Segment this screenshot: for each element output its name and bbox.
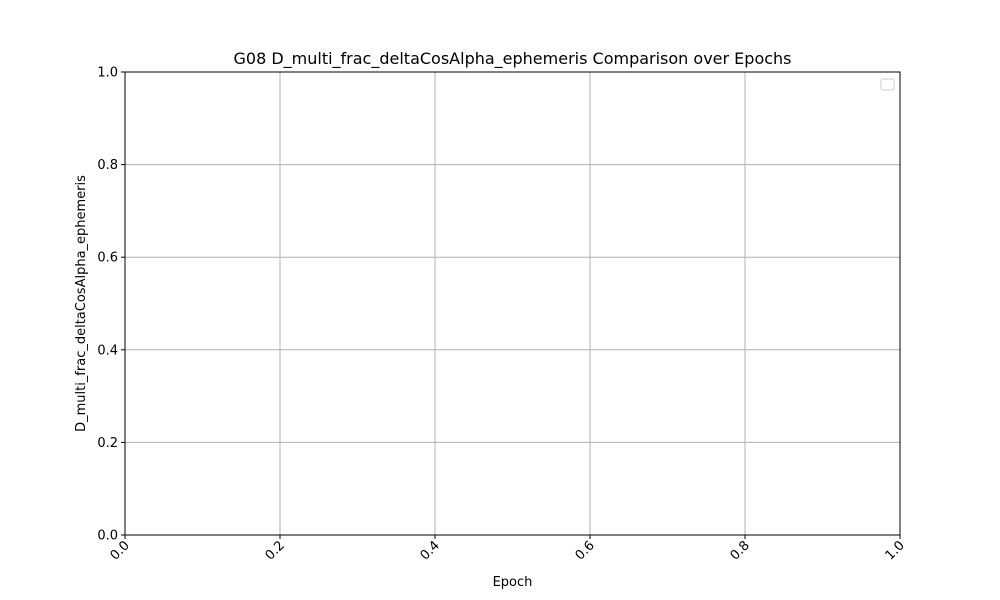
y-axis-label: D_multi_frac_deltaCosAlpha_ephemeris (74, 175, 89, 432)
y-tick-label: 0.4 (97, 343, 118, 358)
plot-area-frame (124, 71, 901, 536)
y-axis-ticks: 0.0 0.2 0.4 0.6 0.8 1.0 (97, 66, 125, 544)
y-tick-label: 1.0 (97, 66, 118, 81)
legend-box (880, 78, 895, 91)
y-tick-label: 0.8 (97, 158, 118, 173)
y-tick-label: 0.2 (97, 436, 118, 451)
y-tick-label: 0.6 (97, 251, 118, 266)
x-axis-label: Epoch (493, 575, 533, 590)
y-tick-label: 0.0 (97, 529, 118, 544)
chart-title: G08 D_multi_frac_deltaCosAlpha_ephemeris… (233, 49, 791, 69)
